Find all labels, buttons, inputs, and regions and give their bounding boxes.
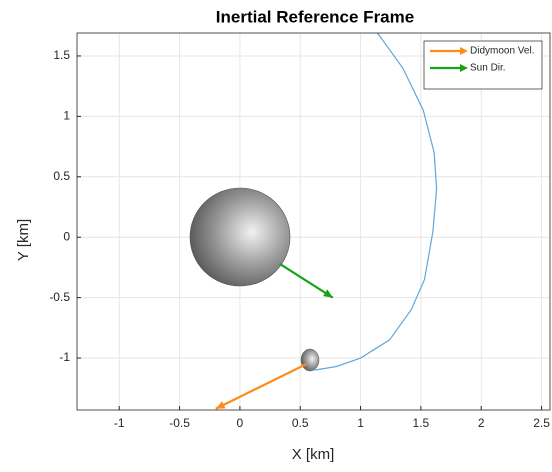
y-tick-label: 1.5 bbox=[53, 48, 70, 62]
legend-label: Didymoon Vel. bbox=[470, 46, 534, 57]
y-tick-label: 0.5 bbox=[53, 169, 70, 183]
x-tick-label: 2 bbox=[478, 416, 485, 430]
chart: Inertial Reference Frame X [km] Y [km] D… bbox=[0, 0, 552, 472]
x-tick-label: 0.5 bbox=[292, 416, 309, 430]
legend-label: Sun Dir. bbox=[470, 63, 506, 74]
page: {"chart_data": {"type": "line", "title":… bbox=[0, 0, 552, 472]
x-tick-label: -0.5 bbox=[169, 416, 190, 430]
didymoon-body bbox=[301, 349, 319, 371]
x-tick-label: 0 bbox=[237, 416, 244, 430]
y-tick-label: 1 bbox=[63, 109, 70, 123]
x-tick-label: 1 bbox=[357, 416, 364, 430]
x-tick-label: -1 bbox=[114, 416, 125, 430]
y-tick-label: -1 bbox=[59, 350, 70, 364]
y-axis-label: Y [km] bbox=[15, 219, 32, 261]
x-tick-label: 2.5 bbox=[533, 416, 550, 430]
x-axis-label: X [km] bbox=[292, 446, 335, 463]
y-tick-label: -0.5 bbox=[49, 290, 70, 304]
y-tick-label: 0 bbox=[63, 229, 70, 243]
legend: Didymoon Vel. Sun Dir. bbox=[424, 41, 542, 89]
x-tick-label: 1.5 bbox=[413, 416, 430, 430]
didymos-body bbox=[190, 188, 290, 286]
chart-title: Inertial Reference Frame bbox=[216, 7, 414, 26]
